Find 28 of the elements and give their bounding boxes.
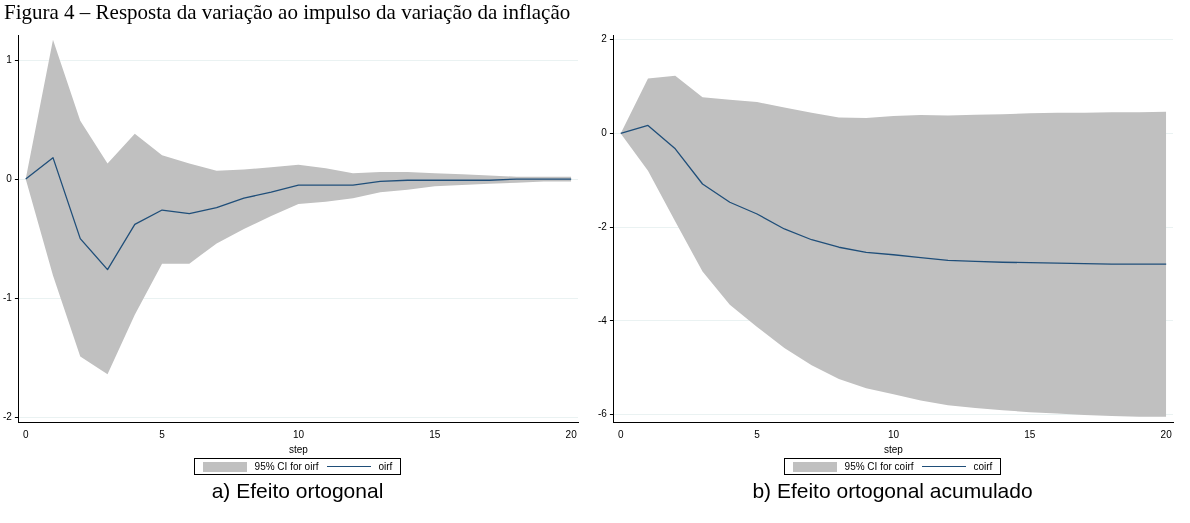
y-tick-label: -2 xyxy=(2,410,13,422)
x-tick-label: 20 xyxy=(1160,428,1173,440)
x-axis-title: step xyxy=(883,443,904,455)
text: a) Efeito ortogonal xyxy=(210,479,385,503)
x-tick-label: 0 xyxy=(617,428,624,440)
y-tick-label: 2 xyxy=(601,33,608,45)
x-axis-title: step xyxy=(288,443,309,455)
y-tick-label: 1 xyxy=(6,53,13,65)
x-tick-label: 5 xyxy=(159,428,166,440)
x-tick-label: 5 xyxy=(754,428,761,440)
legend-label: oirf xyxy=(378,461,393,472)
x-tick-label: 0 xyxy=(22,428,29,440)
text: 95% CI for coirf xyxy=(844,461,914,472)
y-tick-label: 0 xyxy=(6,172,13,184)
x-tick-label: 10 xyxy=(887,428,900,440)
legend-label: coirf xyxy=(973,461,993,472)
chart-title: Figura 4 – Resposta da variação ao impulso da variação da inflação xyxy=(3,0,572,26)
x-tick-label: 15 xyxy=(429,428,441,440)
text: 95% CI for oirf xyxy=(254,461,319,472)
text: b) Efeito ortogonal acumulado xyxy=(751,479,1034,503)
x-tick-label: 15 xyxy=(1024,428,1036,440)
y-tick-label: -4 xyxy=(597,314,608,326)
x-tick-label: 10 xyxy=(292,428,305,440)
y-tick-label: -1 xyxy=(2,291,13,303)
y-tick-label: -6 xyxy=(597,408,608,420)
y-tick-label: -2 xyxy=(597,220,608,232)
y-tick-label: 0 xyxy=(601,127,608,139)
x-tick-label: 20 xyxy=(565,428,578,440)
